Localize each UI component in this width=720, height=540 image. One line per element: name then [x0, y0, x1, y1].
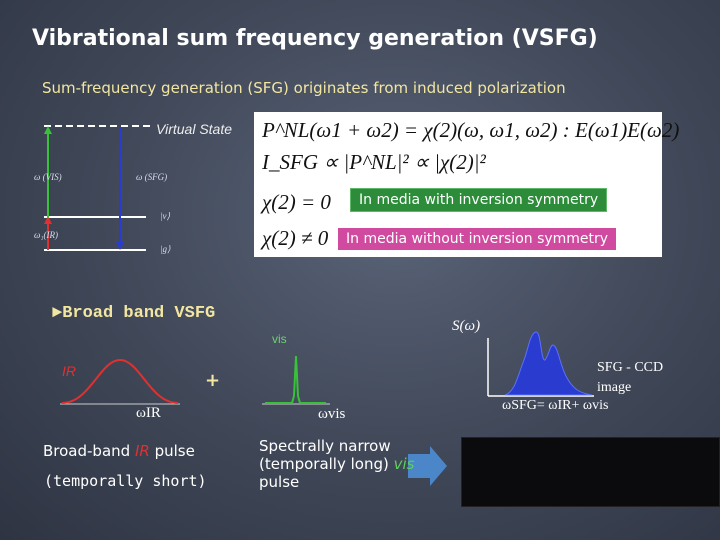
plus-sign: +: [205, 370, 221, 391]
broadband-pulse-label: Broad-band IR pulse: [43, 442, 195, 460]
narrow-line1: Spectrally narrow: [259, 437, 391, 455]
sfg-ccd-line2: image: [597, 380, 632, 395]
narrow-line3: pulse: [259, 473, 300, 491]
vis-spectrum: [265, 355, 326, 404]
equation-intensity: I_SFG ∝ |P^NL|² ∝ |χ(2)|²: [262, 150, 486, 174]
sfg-ccd-label: SFG - CCD image: [597, 358, 663, 398]
ir-label: IR: [62, 363, 76, 379]
omega-sfg-label: ω (SFG): [136, 172, 168, 182]
sfg-spectrum: [504, 331, 593, 396]
virtual-state-label: Virtual State: [156, 121, 233, 137]
omega-ir-label: ω₁(IR): [34, 230, 58, 240]
note-with-symmetry: In media with inversion symmetry: [350, 188, 608, 212]
ket-g: |g⟩: [160, 244, 171, 254]
omega-sfg-equation: ωSFG= ωIR+ ωvis: [502, 398, 609, 413]
broadband-heading: ►Broad band VSFG: [52, 304, 216, 323]
narrow-pulse-label: Spectrally narrow (temporally long) vis …: [259, 437, 414, 491]
narrow-line2-text: (temporally long): [259, 455, 394, 473]
omega-ir: ωIR: [136, 405, 161, 421]
subtitle: Sum-frequency generation (SFG) originate…: [42, 79, 566, 97]
sfg-ccd-line1: SFG - CCD: [597, 360, 664, 375]
equation-polarization: P^NL(ω1 + ω2) = χ(2)(ω, ω1, ω2) : E(ω1)E…: [262, 118, 680, 142]
narrow-vis: vis: [393, 455, 415, 473]
equation-chi-nonzero: χ(2) ≠ 0: [262, 226, 329, 250]
note-without-symmetry: In media without inversion symmetry: [338, 228, 617, 250]
vis-label: vis: [272, 332, 287, 346]
narrow-line2: (temporally long) vis: [259, 455, 414, 473]
broadband-pulse-ir: IR: [134, 442, 150, 460]
s-omega-label: S(ω): [452, 318, 481, 334]
broadband-pulse-prefix: Broad-band: [43, 442, 135, 460]
arrow-to-ccd: [408, 446, 447, 486]
omega-vis: ωvis: [318, 406, 346, 422]
ir-spectrum: [61, 358, 179, 404]
omega-vis-label: ω (VIS): [34, 172, 62, 182]
ket-v: |v⟩: [160, 211, 170, 221]
broadband-pulse-suffix: pulse: [149, 442, 195, 460]
equation-chi-zero: χ(2) = 0: [262, 190, 331, 214]
ccd-image: [461, 437, 720, 507]
temporally-short-label: (temporally short): [44, 472, 207, 490]
page-title: Vibrational sum frequency generation (VS…: [32, 26, 598, 51]
